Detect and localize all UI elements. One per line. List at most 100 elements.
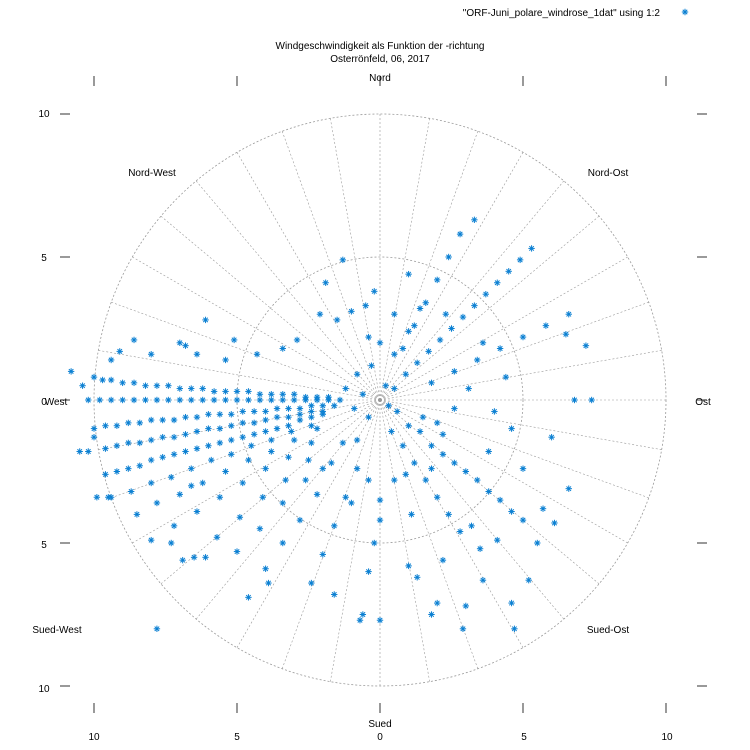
data-point-191 — [439, 451, 447, 458]
label-east: Ost — [695, 397, 711, 408]
ytick-label-bottom10: 10 — [38, 684, 50, 695]
data-point-119 — [268, 436, 275, 444]
data-point-197 — [508, 508, 515, 515]
data-point-207 — [413, 359, 421, 367]
data-point-3 — [99, 376, 106, 384]
data-point-171 — [405, 562, 412, 570]
grid-spoke-120 — [236, 152, 381, 401]
data-point-44 — [313, 396, 321, 404]
data-point-32 — [176, 396, 183, 404]
data-point-161 — [342, 494, 349, 501]
data-point-125 — [176, 491, 183, 498]
data-point-166 — [371, 539, 378, 547]
data-point-183 — [539, 505, 547, 512]
data-point-101 — [216, 439, 224, 447]
data-point-19 — [279, 391, 286, 398]
data-point-165 — [365, 568, 372, 575]
data-point-150 — [279, 499, 286, 507]
data-point-232 — [562, 331, 570, 338]
data-point-251 — [230, 336, 238, 344]
data-point-104 — [250, 431, 258, 438]
data-point-38 — [245, 396, 252, 404]
data-point-300 — [376, 339, 384, 346]
data-point-230 — [542, 322, 550, 329]
data-point-57 — [205, 411, 212, 418]
data-point-68 — [331, 402, 338, 409]
data-point-61 — [250, 408, 258, 415]
data-point-283 — [451, 405, 458, 412]
data-point-107 — [285, 422, 292, 429]
data-point-140 — [168, 539, 175, 547]
data-point-50 — [125, 419, 132, 427]
data-point-296 — [479, 339, 487, 346]
data-point-291 — [365, 476, 372, 484]
data-point-271 — [382, 382, 389, 389]
data-point-193 — [462, 468, 469, 475]
data-point-240 — [508, 425, 515, 432]
data-point-77 — [170, 433, 178, 441]
xtick-label-left10: 10 — [88, 732, 100, 743]
data-point-33 — [188, 396, 195, 404]
xtick-label-zero: 0 — [377, 732, 383, 743]
data-point-173 — [428, 611, 435, 618]
data-point-60 — [239, 408, 246, 415]
data-point-91 — [102, 471, 109, 478]
data-point-159 — [319, 551, 326, 558]
data-point-202 — [434, 494, 441, 501]
data-point-55 — [182, 413, 189, 421]
data-point-103 — [239, 433, 246, 441]
data-point-266 — [359, 391, 367, 398]
data-point-26 — [107, 396, 115, 404]
data-point-247 — [316, 311, 324, 318]
data-point-206 — [402, 371, 409, 378]
data-point-8 — [153, 382, 161, 389]
data-point-42 — [291, 396, 298, 404]
data-point-237 — [491, 408, 498, 415]
data-point-128 — [245, 456, 252, 464]
data-point-189 — [416, 428, 424, 435]
data-point-238 — [502, 373, 510, 381]
data-point-114 — [168, 474, 175, 481]
data-point-124 — [153, 499, 161, 507]
data-point-169 — [376, 617, 384, 624]
data-point-80 — [205, 425, 212, 432]
data-point-94 — [136, 462, 143, 469]
data-point-268 — [342, 385, 349, 392]
xtick-label-right10: 10 — [661, 732, 673, 743]
data-point-284 — [402, 471, 409, 478]
data-point-198 — [519, 516, 527, 524]
data-point-289 — [408, 511, 415, 518]
data-point-163 — [331, 591, 338, 598]
label-west: West — [45, 397, 68, 408]
data-point-253 — [193, 351, 201, 358]
data-point-130 — [291, 436, 298, 444]
data-point-214 — [494, 279, 501, 286]
data-point-71 — [102, 445, 109, 452]
data-point-25 — [96, 396, 103, 404]
data-point-222 — [445, 253, 452, 261]
data-point-153 — [279, 539, 286, 547]
data-point-49 — [113, 422, 121, 429]
data-point-217 — [528, 245, 535, 252]
data-point-99 — [193, 445, 201, 452]
data-point-157 — [245, 594, 252, 601]
data-point-76 — [159, 433, 166, 441]
data-point-7 — [142, 382, 149, 389]
data-point-123 — [133, 511, 141, 518]
data-point-64 — [285, 405, 292, 412]
data-point-34 — [199, 396, 206, 404]
data-point-81 — [216, 425, 224, 432]
data-point-142 — [213, 534, 221, 541]
data-point-6 — [130, 379, 138, 387]
data-point-45 — [325, 396, 332, 404]
data-point-204 — [456, 528, 464, 535]
label-north: Nord — [369, 73, 391, 84]
label-north-west: Nord-West — [128, 168, 176, 179]
data-point-147 — [179, 556, 186, 564]
data-point-272 — [368, 362, 375, 369]
data-point-121 — [308, 422, 315, 429]
data-point-133 — [170, 522, 178, 530]
data-point-131 — [313, 425, 321, 432]
grid-spoke-110 — [281, 131, 381, 401]
data-point-235 — [582, 342, 590, 349]
